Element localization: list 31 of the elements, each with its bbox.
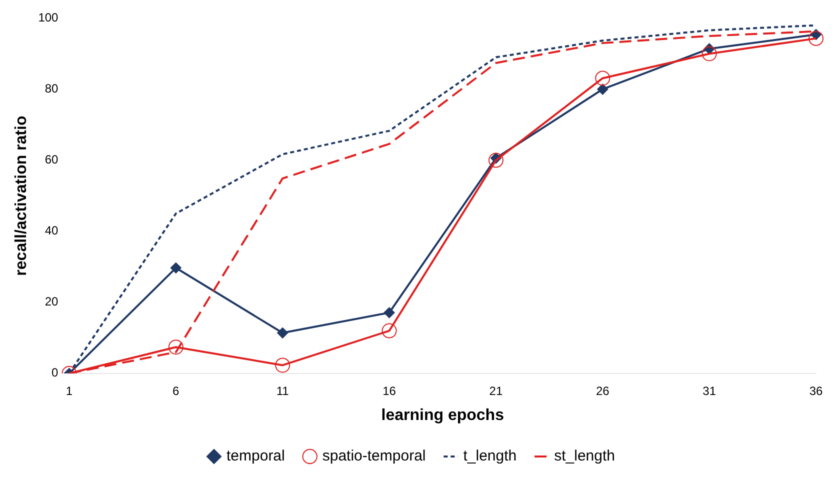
y-tick-label: 20	[44, 294, 59, 309]
x-tick-label: 36	[809, 384, 823, 398]
point	[597, 84, 608, 95]
point	[277, 327, 288, 338]
x-tick-label: 16	[382, 384, 396, 398]
x-tick-label: 6	[172, 384, 180, 398]
y-tick-label: 0	[52, 366, 59, 380]
y-tick-label: 60	[44, 152, 59, 167]
x-tick-label: 1	[66, 384, 73, 398]
point	[702, 46, 717, 62]
x-tick-label: 31	[702, 384, 716, 398]
point	[168, 340, 184, 355]
legend-label: t_length	[463, 448, 517, 465]
y-tick-label: 40	[44, 224, 59, 238]
y-tick-label: 80	[44, 82, 59, 96]
point	[384, 307, 395, 318]
y-axis-title: recall/activation ratio	[13, 116, 30, 276]
legend-label: spatio-temporal	[322, 448, 426, 465]
legend-label: temporal	[226, 448, 285, 465]
x-tick-label: 26	[596, 384, 610, 398]
y-tick-label: 100	[38, 10, 59, 25]
point	[382, 323, 397, 338]
x-tick-label: 11	[276, 384, 290, 398]
point	[808, 30, 824, 46]
point	[595, 70, 610, 86]
point	[488, 152, 504, 168]
x-tick-label: 21	[489, 384, 503, 398]
legend-label: st_length	[554, 448, 616, 465]
x-axis-title: learning epochs	[381, 406, 504, 424]
point	[170, 262, 182, 274]
point	[275, 358, 290, 373]
